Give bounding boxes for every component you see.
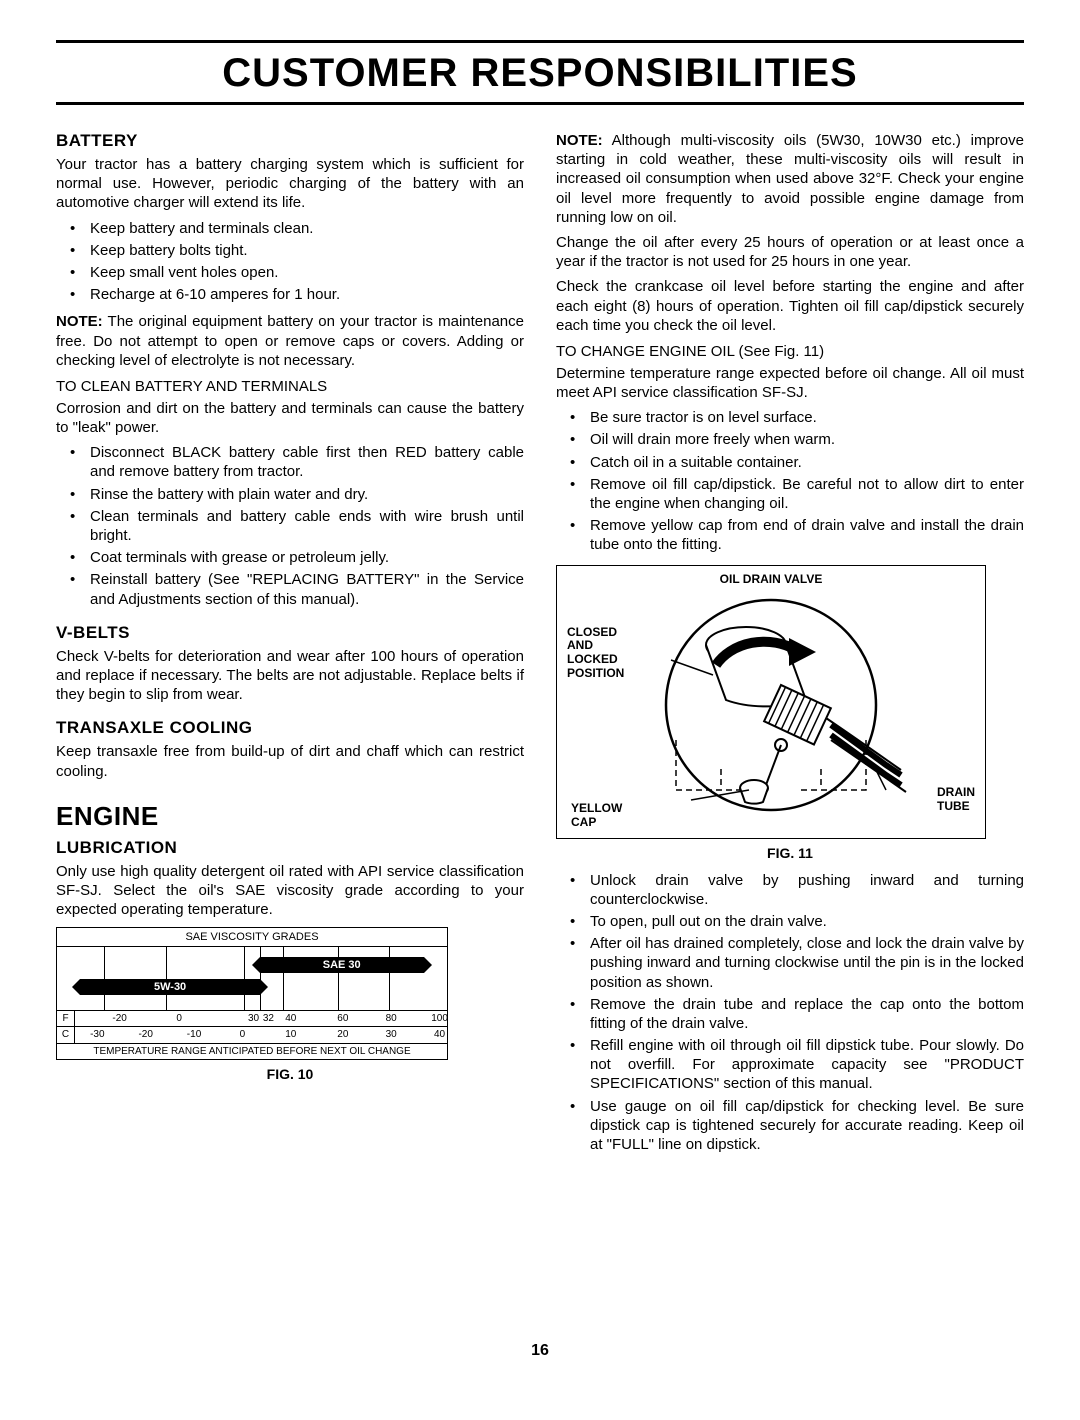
drain-fig-title: OIL DRAIN VALVE [565, 572, 977, 586]
page-title: CUSTOMER RESPONSIBILITIES [56, 40, 1024, 105]
c-tick: -20 [138, 1027, 152, 1043]
battery-note-text: The original equipment battery on your t… [56, 313, 524, 368]
list-item: Remove the drain tube and replace the ca… [556, 995, 1024, 1033]
c-tick: 20 [337, 1027, 348, 1043]
unit-f: F [57, 1011, 75, 1026]
list-item: Rinse the battery with plain water and d… [56, 485, 524, 504]
left-column: BATTERY Your tractor has a battery charg… [56, 117, 524, 1162]
clean-intro: Corrosion and dirt on the battery and te… [56, 399, 524, 437]
c-tick: 30 [386, 1027, 397, 1043]
f-tick: 40 [285, 1011, 296, 1027]
content-columns: BATTERY Your tractor has a battery charg… [56, 117, 1024, 1162]
list-item: After oil has drained completely, close … [556, 934, 1024, 992]
note-label: NOTE: [56, 313, 103, 330]
label-closed-locked: CLOSED AND LOCKED POSITION [567, 626, 624, 681]
battery-heading: BATTERY [56, 131, 524, 151]
vbelts-heading: V-BELTS [56, 623, 524, 643]
list-item: Keep battery and terminals clean. [56, 219, 524, 238]
drain-valve-illustration [621, 590, 921, 830]
fig11-caption: FIG. 11 [556, 845, 1024, 861]
change-interval: Change the oil after every 25 hours of o… [556, 233, 1024, 271]
bar-sae30: SAE 30 [260, 957, 424, 973]
list-item: Keep small vent holes open. [56, 263, 524, 282]
f-tick: 100 [431, 1011, 448, 1027]
battery-intro: Your tractor has a battery charging syst… [56, 155, 524, 213]
c-axis-row: C -30 -20 -10 0 10 20 30 40 [57, 1027, 447, 1043]
list-item: Be sure tractor is on level surface. [556, 408, 1024, 427]
list-item: Reinstall battery (See "REPLACING BATTER… [56, 570, 524, 608]
f-tick: -20 [112, 1011, 126, 1027]
engine-heading: ENGINE [56, 801, 524, 832]
f-tick: 32 [263, 1011, 274, 1027]
lubrication-heading: LUBRICATION [56, 838, 524, 858]
vbelts-text: Check V-belts for deterioration and wear… [56, 647, 524, 705]
transaxle-text: Keep transaxle free from build-up of dir… [56, 742, 524, 780]
c-tick: -10 [187, 1027, 201, 1043]
viscosity-title: SAE VISCOSITY GRADES [57, 928, 447, 947]
battery-tips-list: Keep battery and terminals clean. Keep ba… [56, 219, 524, 305]
f-axis-row: F -20 0 3032 40 60 80 100 [57, 1011, 447, 1027]
list-item: Disconnect BLACK battery cable first the… [56, 443, 524, 481]
list-item: Remove oil fill cap/dipstick. Be careful… [556, 475, 1024, 513]
f-tick: 60 [337, 1011, 348, 1027]
oil-change-steps-a: Be sure tractor is on level surface. Oil … [556, 408, 1024, 554]
battery-note: NOTE: The original equipment battery on … [56, 312, 524, 370]
right-column: NOTE: Although multi-viscosity oils (5W3… [556, 117, 1024, 1162]
c-tick: 10 [285, 1027, 296, 1043]
to-change-heading: TO CHANGE ENGINE OIL (See Fig. 11) [556, 343, 1024, 360]
f-tick: 0 [176, 1011, 182, 1027]
c-tick: -30 [90, 1027, 104, 1043]
list-item: To open, pull out on the drain valve. [556, 912, 1024, 931]
bar-5w30: 5W-30 [80, 979, 259, 995]
viscosity-footer: TEMPERATURE RANGE ANTICIPATED BEFORE NEX… [57, 1043, 447, 1059]
fig10-caption: FIG. 10 [56, 1066, 524, 1082]
list-item: Refill engine with oil through oil fill … [556, 1036, 1024, 1094]
page-number: 16 [56, 1342, 1024, 1360]
viscosity-chart: SAE VISCOSITY GRADES SAE 30 5W-30 F -20 0… [56, 927, 448, 1060]
oil-note-text: Although multi-viscosity oils (5W30, 10W… [556, 132, 1024, 226]
f-tick: 30 [248, 1011, 259, 1027]
list-item: Recharge at 6-10 amperes for 1 hour. [56, 285, 524, 304]
clean-steps-list: Disconnect BLACK battery cable first the… [56, 443, 524, 609]
list-item: Unlock drain valve by pushing inward and… [556, 871, 1024, 909]
list-item: Use gauge on oil fill cap/dipstick for c… [556, 1097, 1024, 1155]
clean-battery-heading: TO CLEAN BATTERY AND TERMINALS [56, 378, 524, 395]
check-crankcase: Check the crankcase oil level before sta… [556, 277, 1024, 335]
oil-drain-figure: OIL DRAIN VALVE [556, 565, 986, 839]
f-tick: 80 [386, 1011, 397, 1027]
note-label-2: NOTE: [556, 132, 603, 149]
c-tick: 40 [434, 1027, 445, 1043]
list-item: Clean terminals and battery cable ends w… [56, 507, 524, 545]
oil-change-steps-b: Unlock drain valve by pushing inward and… [556, 871, 1024, 1155]
label-drain-tube: DRAIN TUBE [937, 786, 975, 814]
determine-temp: Determine temperature range expected bef… [556, 364, 1024, 402]
c-tick: 0 [240, 1027, 246, 1043]
lubrication-text: Only use high quality detergent oil rate… [56, 862, 524, 920]
list-item: Remove yellow cap from end of drain valv… [556, 516, 1024, 554]
list-item: Oil will drain more freely when warm. [556, 430, 1024, 449]
unit-c: C [57, 1027, 75, 1043]
transaxle-heading: TRANSAXLE COOLING [56, 718, 524, 738]
list-item: Catch oil in a suitable container. [556, 453, 1024, 472]
viscosity-body: SAE 30 5W-30 [57, 947, 447, 1011]
list-item: Coat terminals with grease or petroleum … [56, 548, 524, 567]
label-yellow-cap: YELLOW CAP [571, 802, 622, 830]
oil-note: NOTE: Although multi-viscosity oils (5W3… [556, 131, 1024, 227]
list-item: Keep battery bolts tight. [56, 241, 524, 260]
